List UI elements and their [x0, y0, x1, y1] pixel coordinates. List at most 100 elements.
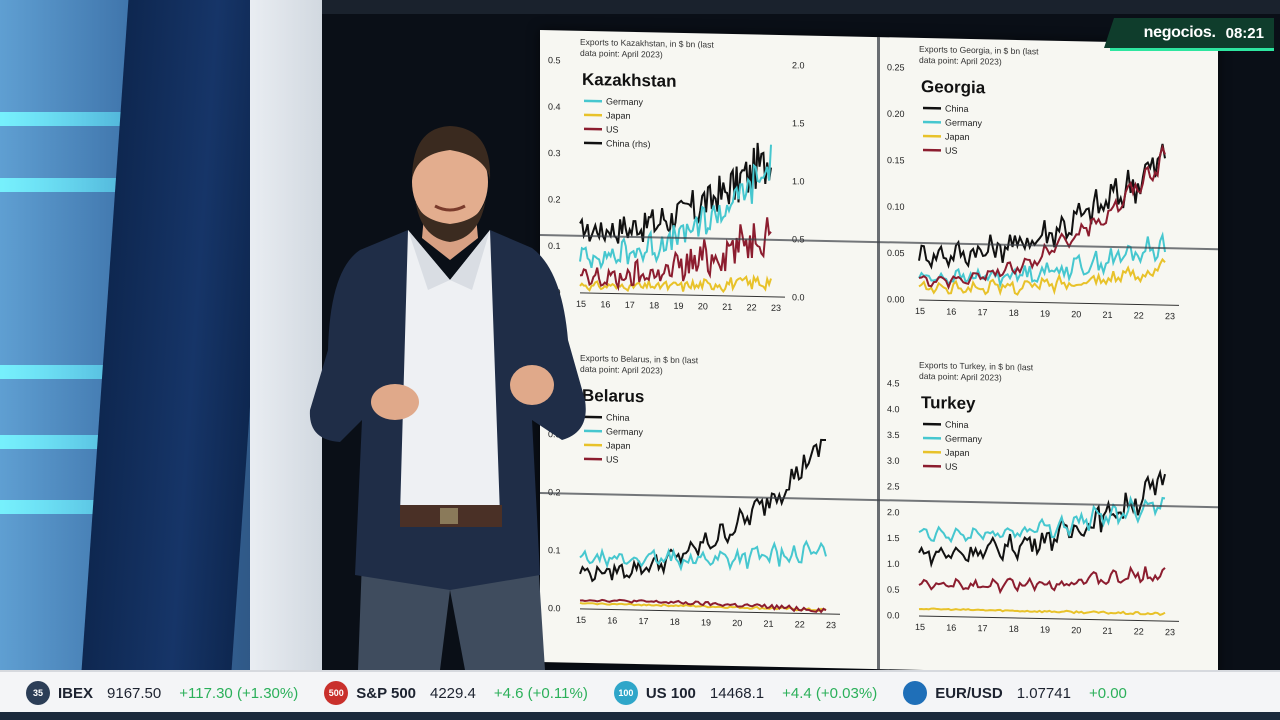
y2-tick-label: 1.0 [792, 176, 805, 186]
y-tick-label: 2.5 [887, 481, 900, 491]
screen-seam [877, 37, 880, 670]
x-tick-label: 22 [1134, 310, 1144, 320]
y-tick-label: 0.0 [548, 603, 561, 613]
series-line-germany [579, 539, 827, 572]
y-tick-label: 1.0 [887, 559, 900, 569]
series-line-us [918, 565, 1166, 595]
x-tick-label: 15 [915, 306, 925, 316]
series-line-us [918, 144, 1166, 290]
y-tick-label: 3.0 [887, 456, 900, 466]
y-tick-label: 2.0 [887, 507, 900, 517]
y-tick-label: 0.1 [548, 545, 561, 555]
x-tick-label: 15 [576, 299, 586, 309]
chart-turkey: 0.0 0.5 1.0 1.5 2.0 2.5 3.0 3.5 4.0 4.5 15 16 17 18 19… [887, 360, 1179, 637]
x-tick-label: 18 [1009, 624, 1019, 634]
y-tick-label: 0.00 [887, 294, 905, 304]
ticker-badge-icon [903, 681, 928, 705]
series-line-china [579, 438, 826, 583]
legend-label: China [945, 103, 969, 113]
ticker-item: 35 IBEX 9167.50 +117.30 (+1.30%) [26, 681, 298, 705]
chart-title: Belarus [582, 386, 644, 406]
x-tick-label: 19 [1040, 308, 1050, 318]
chart-panel-turkey: 0.0 0.5 1.0 1.5 2.0 2.5 3.0 3.5 4.0 4.5 15 16 17 18 19… [879, 353, 1218, 676]
y-tick-label: 0.15 [887, 155, 905, 165]
x-tick-label: 22 [795, 619, 805, 629]
x-tick-label: 22 [1134, 626, 1144, 636]
chart-subtitle: Exports to Turkey, in $ bn (lastdata poi… [919, 360, 1034, 383]
chart-panel-kazakhstan: 0.00.10.20.30.40.50.00.51.01.52.01516171… [540, 30, 879, 353]
x-tick-label: 18 [670, 617, 680, 627]
ticker-item: 100 US 100 14468.1 +4.4 (+0.03%) [613, 681, 878, 705]
series-line-japan [918, 257, 1166, 296]
x-tick-label: 20 [698, 301, 708, 311]
series-line-germany [918, 231, 1166, 289]
y-tick-label: 0.25 [887, 62, 905, 72]
legend-label: China [606, 412, 630, 422]
chart-title: Kazakhstan [582, 70, 676, 91]
x-tick-label: 19 [701, 617, 711, 627]
video-wall: 0.0 0.1 0.2 0.3 0.4 0.5 0.0 0.5 1.0 1.5 2.0 15 16 17 1… [540, 30, 1218, 677]
ticker-name: EUR/USD [935, 684, 1003, 702]
series-line-germany [579, 144, 772, 270]
x-tick-label: 15 [576, 615, 586, 625]
y-tick-label: 0.4 [548, 102, 561, 112]
x-tick-label: 19 [1040, 624, 1050, 634]
channel-bug-accent [1110, 48, 1274, 51]
chart-panel-georgia: 0.00 0.05 0.10 0.15 0.20 0.25 15 16 17 18 19 20 21 22… [879, 37, 1218, 360]
chart-subtitle: Exports to Belarus, in $ bn (lastdata po… [580, 353, 699, 376]
y-tick-label: 0.05 [887, 248, 905, 258]
x-tick-label: 21 [1103, 626, 1113, 636]
x-tick-label: 17 [625, 300, 635, 310]
y-tick-label: 0.2 [548, 194, 561, 204]
ticker-value: 14468.1 [709, 684, 765, 702]
y-tick-label: 0.5 [548, 55, 561, 65]
chart-panel-belarus: 0.00.10.20.30.4151617181920212223Exports… [540, 346, 879, 669]
market-ticker: 35 IBEX 9167.50 +117.30 (+1.30%) 500 S&P 500 4… [0, 670, 1280, 714]
ticker-badge-icon: 500 [324, 681, 349, 705]
legend-label: Germany [606, 96, 644, 107]
x-tick-label: 22 [747, 302, 757, 312]
x-axis [580, 292, 785, 298]
x-tick-label: 18 [649, 300, 659, 310]
chart-title: Georgia [921, 77, 986, 97]
y-tick-label: 0.0 [887, 610, 900, 620]
ticker-item: 500 S&P 500 4229.4 +4.6 (+0.11%) [324, 681, 588, 705]
ticker-badge-icon: 100 [613, 681, 638, 705]
x-tick-label: 20 [732, 618, 742, 628]
chart-subtitle: Exports to Kazakhstan, in $ bn (lastdata… [580, 37, 714, 61]
x-tick-label: 23 [1165, 311, 1175, 321]
chart-belarus: 0.00.10.20.30.4151617181920212223Exports… [548, 353, 840, 630]
y2-tick-label: 2.0 [792, 60, 805, 70]
y2-tick-label: 1.5 [792, 118, 805, 128]
x-tick-label: 17 [978, 307, 988, 317]
chart-title: Turkey [921, 393, 976, 413]
legend-label: Japan [945, 131, 970, 142]
y-tick-label: 0.20 [887, 109, 905, 119]
legend-label: China [945, 419, 969, 429]
chart-subtitle: Exports to Georgia, in $ bn (lastdata po… [919, 44, 1039, 68]
y-tick-label: 0.5 [887, 584, 900, 594]
ticker-change: +0.00 [1088, 684, 1127, 702]
y-tick-label: 4.0 [887, 404, 900, 414]
ticker-name: IBEX [58, 684, 94, 702]
clock: 08:21 [1225, 24, 1264, 42]
legend-label: Germany [945, 433, 983, 444]
ticker-badge-icon: 35 [26, 681, 50, 705]
legend-label: Japan [606, 440, 631, 451]
series-line-germany [918, 495, 1166, 544]
series-line-us [579, 598, 827, 614]
ticker-change: +4.4 (+0.03%) [782, 684, 878, 702]
legend-label: US [945, 145, 958, 155]
x-tick-label: 19 [674, 301, 684, 311]
x-tick-label: 21 [764, 619, 774, 629]
ticker-change: +4.6 (+0.11%) [493, 684, 588, 702]
x-tick-label: 21 [722, 302, 732, 312]
legend-label: US [606, 124, 619, 134]
x-tick-label: 21 [1103, 310, 1113, 320]
legend-label: Japan [945, 447, 970, 458]
x-axis [919, 615, 1179, 622]
chart-georgia: 0.00 0.05 0.10 0.15 0.20 0.25 15 16 17 18 19 20 21 22… [887, 44, 1179, 321]
ticker-name: S&P 500 [356, 684, 416, 702]
studio-white-wall [250, 0, 330, 670]
legend-label: Germany [945, 117, 983, 128]
